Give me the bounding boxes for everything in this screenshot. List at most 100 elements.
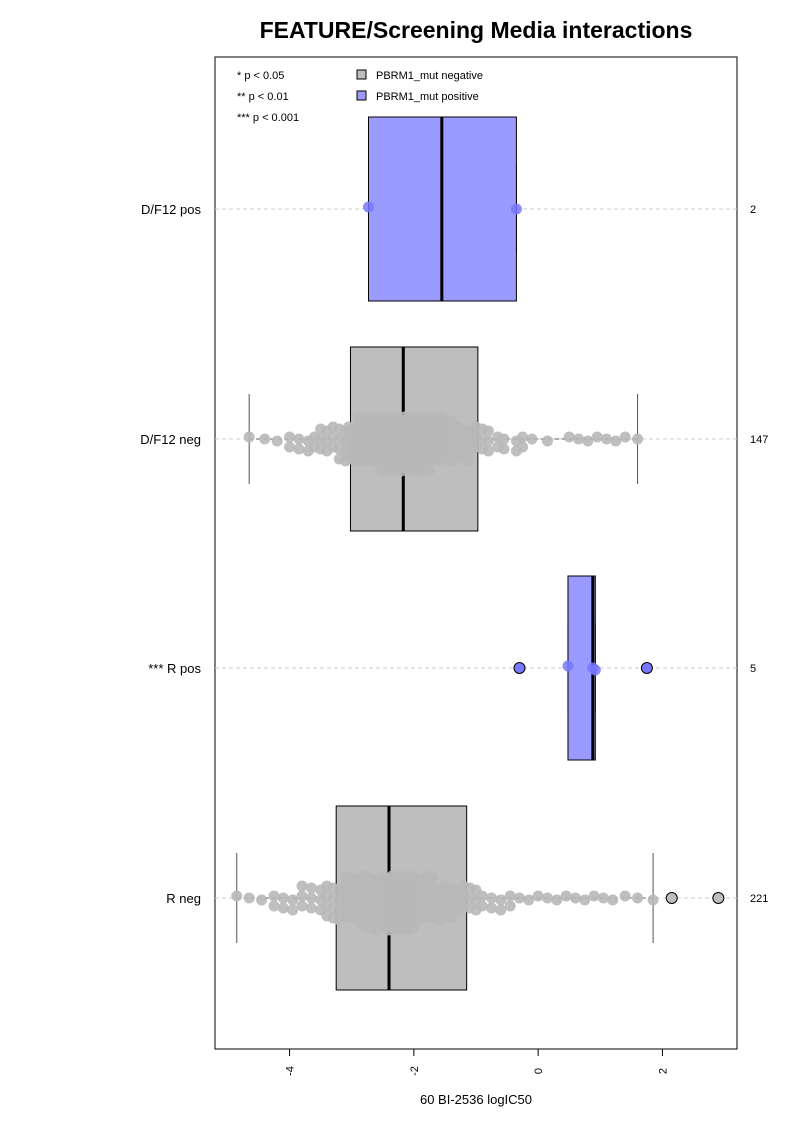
data-point: [607, 894, 619, 906]
legend-label: PBRM1_mut positive: [376, 91, 479, 103]
data-point: [305, 882, 317, 894]
data-point: [541, 435, 553, 447]
data-point: [562, 660, 574, 672]
data-point: [243, 892, 255, 904]
outlier-point: [665, 892, 678, 904]
legend-swatch: [356, 90, 367, 101]
data-point: [619, 431, 631, 443]
data-point: [256, 894, 268, 906]
data-point: [563, 431, 575, 443]
data-point: [231, 890, 243, 902]
data-point: [486, 902, 498, 914]
outlier-point: [712, 892, 725, 904]
group-count: 2: [750, 204, 756, 216]
data-point: [284, 441, 296, 453]
data-point: [408, 922, 420, 934]
data-point: [551, 894, 563, 906]
boxes: [236, 116, 654, 991]
data-point: [464, 455, 476, 467]
group-label: D/F12 neg: [140, 432, 201, 447]
data-point: [632, 892, 644, 904]
points: [231, 201, 725, 936]
data-point: [573, 433, 585, 445]
data-point: [517, 441, 529, 453]
data-point: [610, 435, 622, 447]
data-point: [591, 431, 603, 443]
data-point: [579, 894, 591, 906]
data-point: [569, 892, 581, 904]
data-point: [293, 443, 305, 455]
data-point: [296, 890, 308, 902]
x-axis-label: 60 BI-2536 logIC50: [420, 1092, 532, 1107]
data-point: [293, 433, 305, 445]
data-point: [296, 900, 308, 912]
group-labels: D/F12 pos 2 D/F12 neg 147 *** R pos 5 R neg 221: [140, 202, 768, 906]
data-point: [305, 902, 317, 914]
x-tick-label: -2: [409, 1066, 421, 1076]
group-label: *** R pos: [148, 661, 201, 676]
group-count: 5: [750, 663, 756, 675]
data-point: [514, 892, 525, 904]
legend-label: PBRM1_mut negative: [376, 70, 483, 82]
data-point: [482, 425, 494, 437]
group-label: D/F12 pos: [141, 202, 201, 217]
data-point: [510, 203, 522, 215]
data-point: [284, 431, 296, 443]
data-point: [277, 892, 289, 904]
data-point: [504, 890, 516, 902]
data-point: [560, 890, 572, 902]
group-count: 221: [750, 893, 768, 905]
x-tick-label: 2: [657, 1068, 669, 1074]
legend: * p < 0.05 ** p < 0.01 *** p < 0.001 PBRM1_…: [237, 69, 483, 124]
significance-label: *** p < 0.001: [237, 112, 299, 124]
data-point: [582, 435, 594, 447]
outlier-point: [513, 662, 526, 674]
data-point: [498, 443, 510, 455]
data-point: [476, 900, 488, 912]
data-point: [532, 890, 544, 902]
data-point: [589, 664, 601, 676]
data-point: [362, 201, 374, 213]
data-point: [517, 431, 529, 443]
data-point: [498, 433, 510, 445]
legend-swatch: [356, 69, 367, 80]
data-point: [305, 892, 317, 904]
data-point: [445, 912, 457, 924]
data-point: [259, 433, 271, 445]
x-tick-label: 0: [533, 1068, 545, 1074]
x-tick-label: -4: [285, 1066, 297, 1076]
data-point: [427, 872, 438, 884]
data-point: [277, 902, 289, 914]
data-point: [523, 894, 535, 906]
data-point: [504, 900, 516, 912]
data-point: [541, 892, 553, 904]
data-point: [619, 890, 631, 902]
data-point: [647, 894, 659, 906]
data-point: [287, 904, 299, 916]
data-point: [243, 431, 255, 443]
data-point: [601, 433, 612, 445]
x-axis: -4 -2 0 2: [285, 1048, 669, 1076]
data-point: [482, 435, 494, 447]
data-point: [632, 433, 644, 445]
data-point: [597, 892, 609, 904]
data-point: [423, 465, 435, 477]
data-point: [271, 435, 283, 447]
data-point: [476, 890, 488, 902]
significance-label: ** p < 0.01: [237, 91, 289, 103]
data-point: [486, 892, 498, 904]
data-point: [268, 890, 280, 902]
data-point: [495, 894, 507, 906]
data-point: [495, 904, 507, 916]
significance-label: * p < 0.05: [237, 70, 284, 82]
data-point: [287, 894, 299, 906]
data-point: [268, 900, 280, 912]
group-label: R neg: [166, 891, 201, 906]
reference-lines: [215, 208, 737, 899]
outlier-point: [640, 662, 653, 674]
data-point: [526, 433, 538, 445]
group-count: 147: [750, 434, 768, 446]
data-point: [296, 880, 308, 892]
chart-title: FEATURE/Screening Media interactions: [260, 17, 693, 43]
